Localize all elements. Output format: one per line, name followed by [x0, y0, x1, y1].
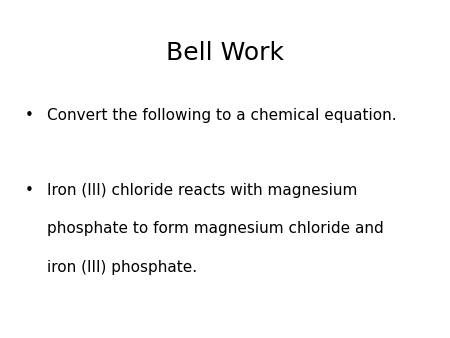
- Text: iron (III) phosphate.: iron (III) phosphate.: [47, 260, 198, 275]
- Text: Iron (III) chloride reacts with magnesium: Iron (III) chloride reacts with magnesiu…: [47, 183, 358, 197]
- Text: •: •: [25, 108, 34, 123]
- Text: •: •: [25, 183, 34, 197]
- Text: phosphate to form magnesium chloride and: phosphate to form magnesium chloride and: [47, 221, 384, 236]
- Text: Bell Work: Bell Work: [166, 41, 284, 65]
- Text: Convert the following to a chemical equation.: Convert the following to a chemical equa…: [47, 108, 397, 123]
